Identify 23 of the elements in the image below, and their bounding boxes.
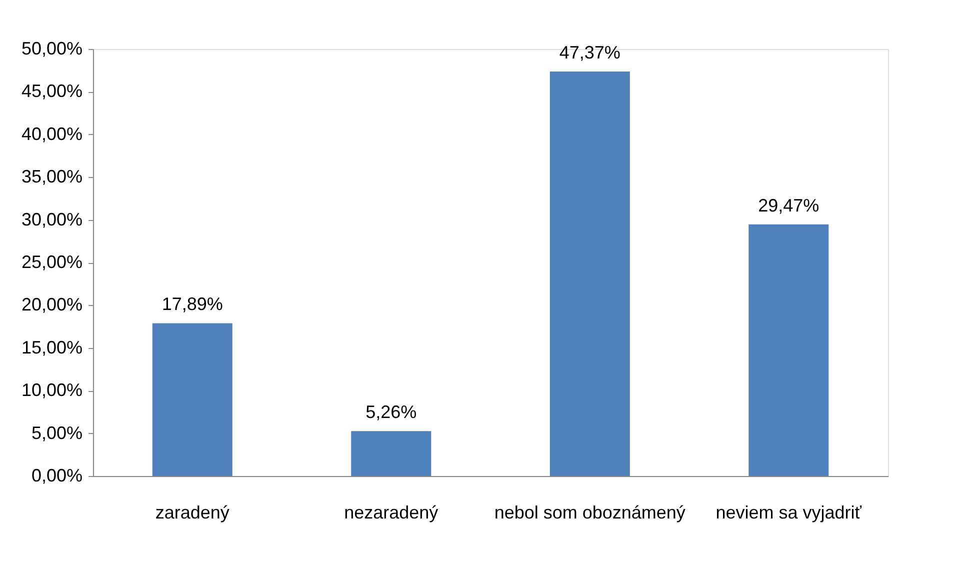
x-tick-label: nezaradený bbox=[344, 502, 438, 522]
y-tick-label: 25,00% bbox=[21, 252, 82, 272]
bar bbox=[351, 431, 432, 476]
x-tick-label: neviem sa vyjadriť bbox=[716, 502, 862, 522]
y-tick-label: 45,00% bbox=[21, 81, 82, 102]
data-label: 47,37% bbox=[559, 42, 620, 62]
x-tick-label: nebol som oboznámený bbox=[494, 502, 686, 522]
y-tick-label: 50,00% bbox=[21, 38, 82, 58]
data-label: 5,26% bbox=[366, 402, 417, 422]
y-tick-label: 40,00% bbox=[21, 124, 82, 144]
data-label: 29,47% bbox=[758, 195, 820, 216]
bar bbox=[748, 224, 829, 476]
data-label: 17,89% bbox=[162, 294, 223, 314]
y-tick-label: 30,00% bbox=[21, 209, 82, 230]
x-tick-label: zaradený bbox=[155, 502, 230, 522]
bar bbox=[550, 71, 630, 476]
y-tick-label: 15,00% bbox=[21, 337, 82, 358]
bar bbox=[152, 323, 232, 476]
y-tick-label: 20,00% bbox=[21, 294, 82, 315]
y-tick-label: 5,00% bbox=[31, 422, 82, 443]
y-tick-label: 0,00% bbox=[31, 466, 82, 486]
y-tick-label: 10,00% bbox=[21, 380, 82, 400]
y-tick-label: 35,00% bbox=[21, 166, 82, 187]
